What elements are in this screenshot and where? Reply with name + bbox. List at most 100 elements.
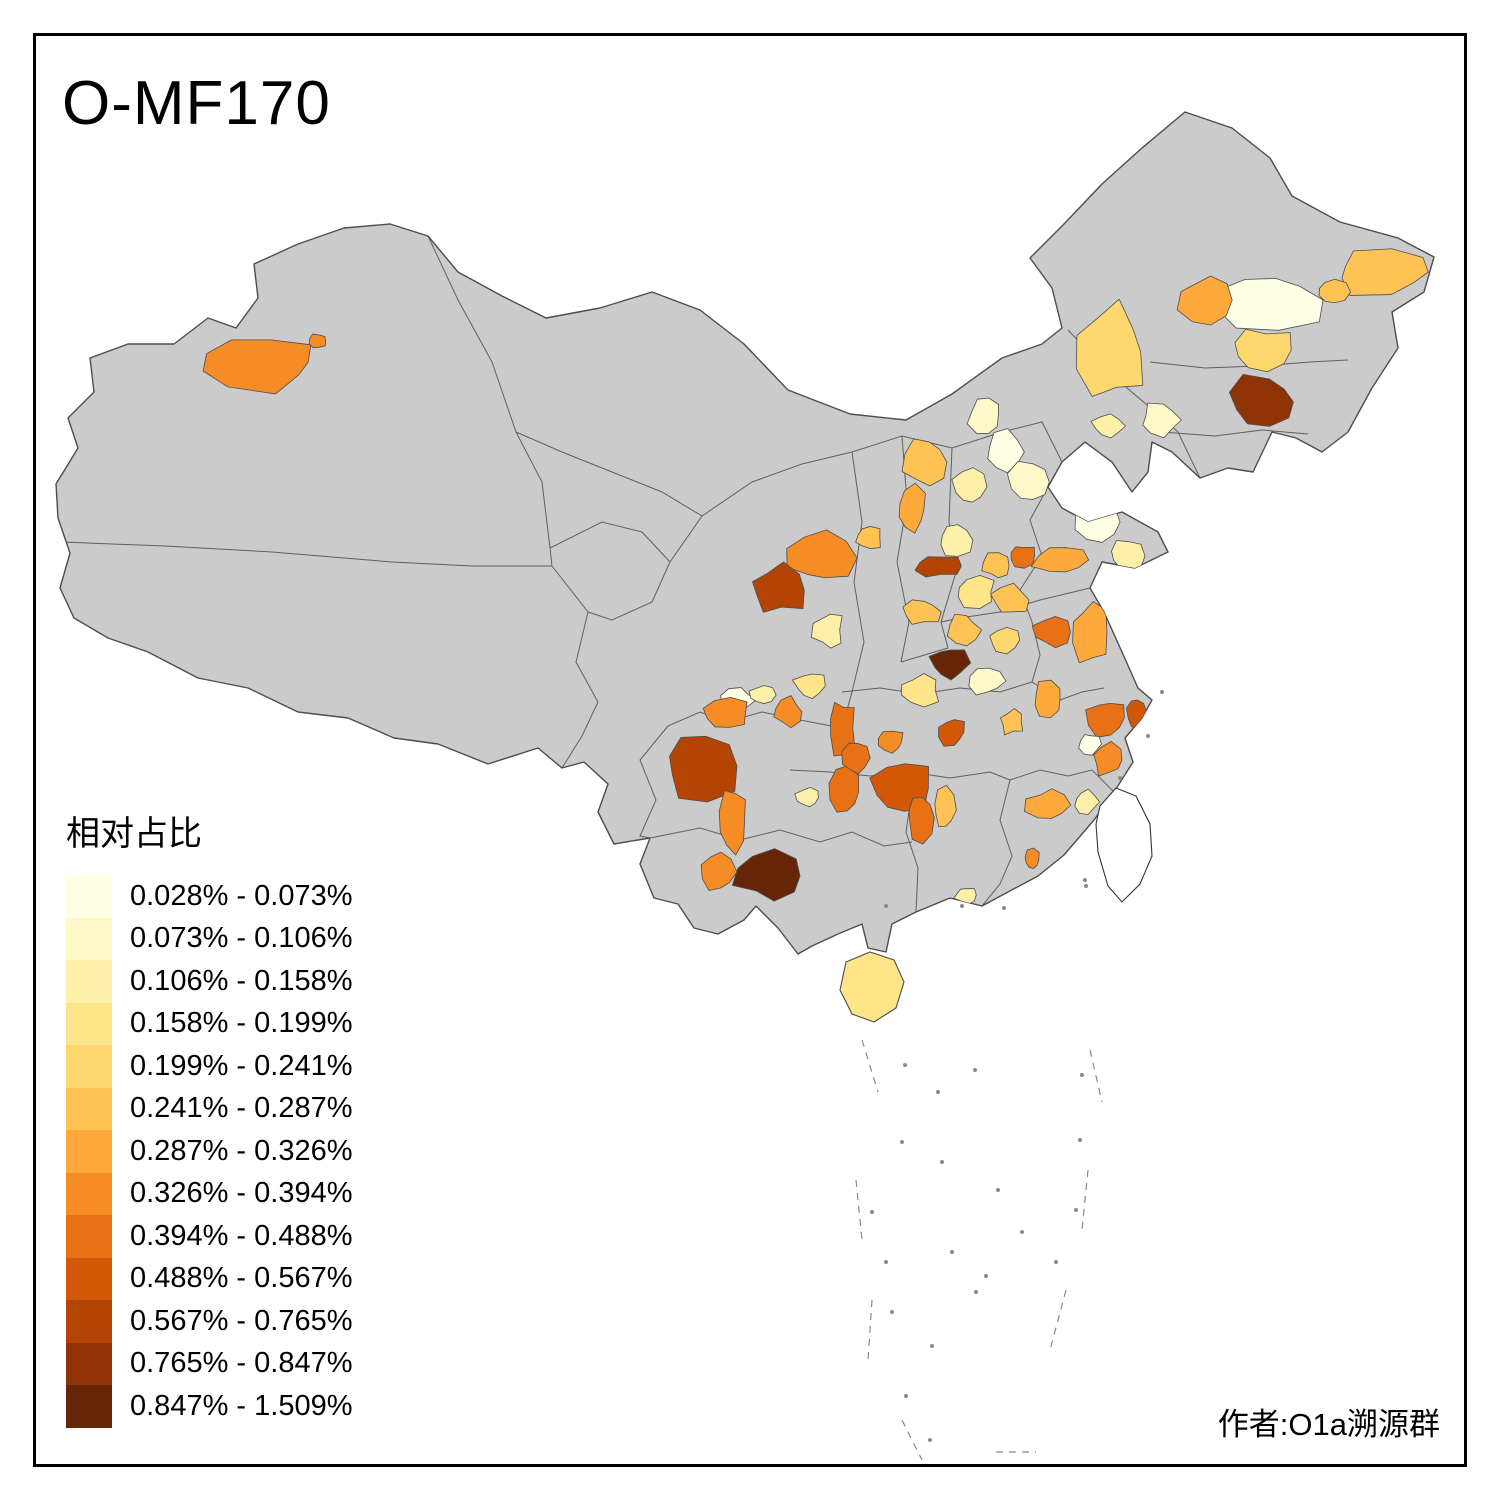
legend-label: 0.028% - 0.073% [130, 879, 353, 912]
legend-row: 0.073% - 0.106% [66, 917, 353, 960]
prefecture-region [855, 526, 881, 549]
legend-swatch [66, 1172, 112, 1215]
prefecture-region [1104, 576, 1135, 603]
prefecture-region [1142, 402, 1182, 439]
prefecture-region [1010, 546, 1035, 569]
legend-swatch [66, 960, 112, 1003]
legend-label: 0.241% - 0.287% [130, 1092, 353, 1125]
hainan-island [839, 951, 905, 1023]
prefecture-region [1090, 413, 1126, 439]
legend-swatch [66, 875, 112, 918]
legend-label: 0.847% - 1.509% [130, 1389, 353, 1422]
legend-swatch [66, 1300, 112, 1343]
prefecture-region [202, 339, 312, 395]
prefecture-region [1074, 788, 1101, 815]
legend-row: 0.765% - 0.847% [66, 1342, 353, 1385]
legend-title: 相对占比 [66, 815, 202, 853]
colored-regions [202, 248, 1429, 906]
prefecture-region [752, 561, 805, 613]
prefecture-region [1072, 601, 1108, 664]
prefecture-region [1234, 328, 1292, 373]
prefecture-region [968, 667, 1007, 696]
prefecture-region [1024, 788, 1072, 819]
prefecture-region [928, 649, 972, 681]
prefecture-region [794, 786, 819, 808]
legend-row: 0.028% - 0.073% [66, 875, 352, 918]
legend-swatch [66, 1342, 112, 1385]
prefecture-region [1341, 248, 1429, 296]
province-boundaries [61, 235, 1349, 913]
legend-swatch [66, 1385, 112, 1428]
legend-label: 0.158% - 0.199% [130, 1007, 353, 1040]
prefecture-region [1093, 741, 1123, 777]
prefecture-region [702, 696, 748, 728]
prefecture-region [731, 848, 801, 902]
prefecture-region [914, 556, 962, 578]
legend: 相对占比 0.028% - 0.073% 0.073% - 0.106% 0.106… [66, 806, 352, 1428]
prefecture-region [900, 673, 940, 708]
legend-row: 0.394% - 0.488% [66, 1215, 352, 1258]
prefecture-region [1031, 616, 1071, 649]
legend-label: 0.488% - 0.567% [130, 1262, 353, 1295]
prefecture-region [990, 582, 1030, 613]
legend-swatch [66, 917, 112, 960]
prefecture-region [308, 333, 326, 349]
prefecture-region [1075, 298, 1144, 397]
prefecture-region [773, 695, 803, 729]
prefecture-region [953, 888, 977, 906]
legend-swatch [66, 1002, 112, 1045]
legend-label: 0.073% - 0.106% [130, 922, 353, 955]
legend-swatch [66, 1045, 112, 1088]
prefecture-region [841, 742, 871, 775]
author-credit: 作者:O1a溯源群 [1217, 1407, 1440, 1442]
prefecture-region [957, 574, 995, 609]
prefecture-region [1034, 679, 1061, 719]
prefecture-region [946, 613, 983, 647]
prefecture-region [1228, 373, 1294, 427]
prefecture-region [748, 685, 777, 704]
legend-swatch [66, 1130, 112, 1173]
legend-row: 0.199% - 0.241% [66, 1045, 352, 1088]
prefecture-region [1176, 275, 1233, 326]
legend-row: 0.488% - 0.567% [66, 1257, 353, 1300]
prefecture-region [1318, 278, 1352, 304]
prefecture-region [901, 438, 948, 487]
legend-label: 0.199% - 0.241% [130, 1049, 353, 1082]
south-china-sea-marks [855, 690, 1164, 1461]
prefecture-region [981, 552, 1010, 579]
legend-row: 0.158% - 0.199% [66, 1002, 353, 1045]
legend-row: 0.326% - 0.394% [66, 1172, 353, 1215]
legend-swatch [66, 1215, 112, 1258]
prefecture-region [669, 735, 738, 803]
prefecture-region [877, 730, 904, 754]
prefecture-region [791, 673, 826, 700]
prefecture-region [1030, 547, 1089, 573]
prefecture-region [1024, 847, 1040, 870]
prefecture-region [700, 851, 738, 891]
plot-title: O-MF170 [62, 69, 331, 138]
prefecture-region [1000, 708, 1024, 736]
prefecture-region [786, 529, 858, 579]
legend-label: 0.287% - 0.326% [130, 1134, 353, 1167]
legend-row: 0.106% - 0.158% [66, 960, 352, 1003]
taiwan-island [1095, 787, 1153, 903]
legend-label: 0.394% - 0.488% [130, 1219, 353, 1252]
prefecture-region [902, 599, 942, 625]
legend-row: 0.847% - 1.509% [66, 1385, 352, 1428]
prefecture-region [1078, 734, 1102, 756]
legend-row: 0.567% - 0.765% [66, 1300, 352, 1343]
prefecture-region [940, 524, 974, 557]
legend-label: 0.567% - 0.765% [130, 1304, 353, 1337]
prefecture-region [1085, 702, 1125, 738]
prefecture-region [718, 790, 746, 856]
prefecture-region [938, 719, 965, 747]
legend-label: 0.326% - 0.394% [130, 1177, 353, 1210]
legend-label: 0.765% - 0.847% [130, 1347, 353, 1380]
legend-label: 0.106% - 0.158% [130, 964, 353, 997]
legend-swatch [66, 1257, 112, 1300]
prefecture-region [989, 627, 1021, 655]
prefecture-region [898, 482, 926, 534]
prefecture-region [908, 796, 935, 845]
